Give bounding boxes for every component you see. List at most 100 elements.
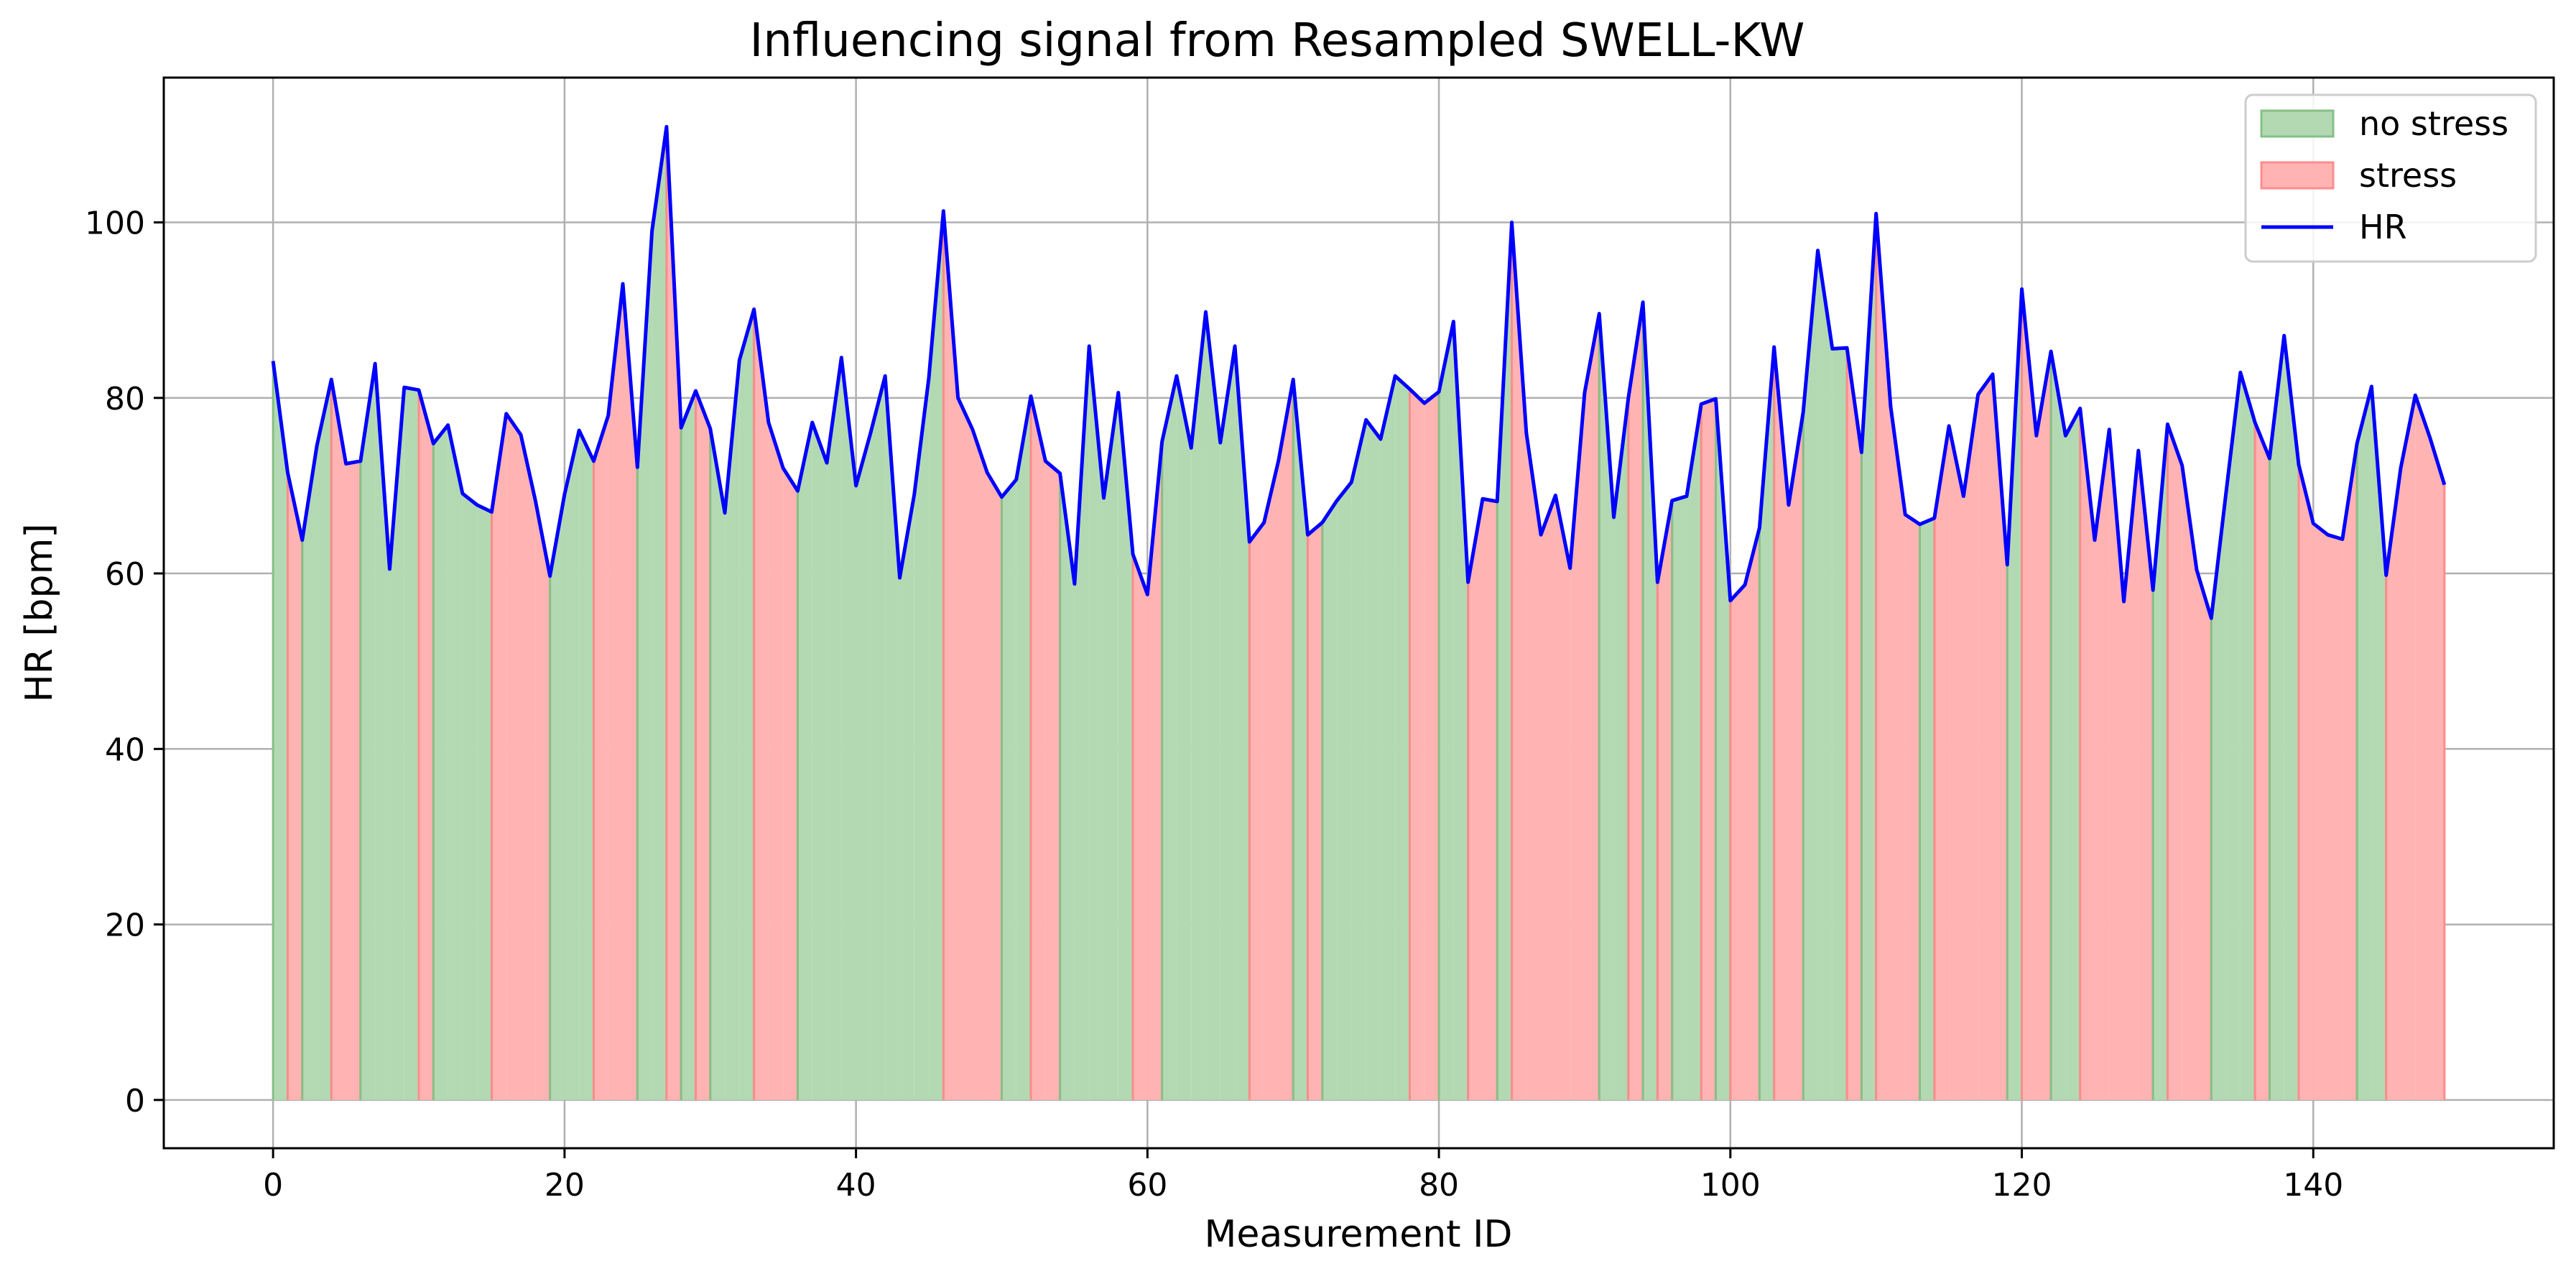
- stress-region: [1890, 406, 1906, 1100]
- axis-ticks: 0 20 40 60 80 100 120 140 0 20 40 60 80 100: [85, 206, 2343, 1204]
- no-stress-region: [841, 357, 856, 1100]
- stress-region: [608, 284, 624, 1100]
- no-stress-region: [856, 433, 871, 1100]
- no-stress-region: [2211, 494, 2226, 1100]
- y-axis-label: HR [bpm]: [18, 523, 61, 702]
- no-stress-region: [1672, 496, 1687, 1100]
- stress-region: [695, 391, 710, 1100]
- stress-region: [2400, 395, 2416, 1100]
- stress-region: [1788, 412, 1804, 1100]
- no-stress-region: [1337, 482, 1352, 1100]
- x-tick-label: 80: [1419, 1167, 1459, 1204]
- stress-region: [1963, 394, 1978, 1100]
- no-stress-region: [273, 361, 288, 1100]
- no-stress-region: [652, 126, 667, 1100]
- stress-region: [2386, 468, 2401, 1100]
- legend: no stress stress HR: [2244, 93, 2537, 263]
- no-stress-region: [812, 422, 828, 1100]
- no-stress-region: [2153, 424, 2168, 1100]
- no-stress-region: [1439, 321, 1454, 1100]
- no-stress-region: [1453, 321, 1468, 1100]
- stress-region: [1541, 495, 1556, 1100]
- legend-label-stress: stress: [2359, 156, 2457, 195]
- stress-region: [958, 397, 973, 1100]
- stress-region: [1424, 392, 1440, 1100]
- no-stress-region: [1060, 473, 1075, 1100]
- no-stress-region: [1919, 518, 1935, 1100]
- x-axis-label: Measurement ID: [1205, 1213, 1513, 1256]
- stress-region: [1978, 374, 1993, 1100]
- no-stress-region: [1089, 346, 1104, 1100]
- no-stress-region: [710, 428, 726, 1100]
- plot-frame: [162, 76, 2555, 1150]
- stress-region: [1307, 522, 1322, 1100]
- stress-region: [491, 413, 506, 1100]
- no-stress-region: [637, 231, 652, 1100]
- stress-region: [1745, 527, 1760, 1100]
- no-stress-region: [899, 494, 914, 1100]
- no-stress-region: [1643, 302, 1658, 1100]
- stress-region: [1992, 374, 2008, 1100]
- stress-region: [1730, 584, 1746, 1100]
- no-stress-region: [302, 445, 318, 1100]
- no-stress-region: [1016, 396, 1032, 1100]
- no-stress-region: [1176, 376, 1192, 1100]
- x-tick-label: 100: [1700, 1167, 1761, 1204]
- stress-region: [1133, 554, 1148, 1100]
- y-tick-label: 60: [105, 556, 145, 593]
- no-stress-region: [1351, 420, 1366, 1100]
- no-stress-region: [1686, 404, 1702, 1100]
- no-stress-region: [462, 493, 478, 1100]
- legend-label-hr: HR: [2359, 208, 2407, 246]
- stress-region: [1949, 425, 1964, 1100]
- stress-region: [1774, 346, 1789, 1100]
- stress-region: [1249, 522, 1264, 1100]
- no-stress-region: [477, 504, 492, 1100]
- stress-region: [1570, 392, 1585, 1100]
- stress-region: [1847, 348, 1862, 1100]
- stress-region: [1905, 514, 1920, 1100]
- no-stress-region: [1103, 392, 1118, 1100]
- no-stress-region: [1220, 346, 1236, 1100]
- y-tick-label: 0: [125, 1083, 145, 1119]
- x-tick-label: 20: [545, 1167, 585, 1204]
- x-tick-label: 40: [836, 1167, 876, 1204]
- y-tick-label: 80: [105, 381, 145, 417]
- no-stress-region: [1613, 397, 1628, 1100]
- no-stress-region: [404, 387, 420, 1100]
- no-stress-region: [375, 364, 390, 1100]
- legend-label-no-stress: no stress: [2359, 104, 2508, 143]
- stress-region: [2342, 443, 2358, 1100]
- no-stress-region: [360, 364, 376, 1100]
- stress-regions: [272, 126, 2446, 1100]
- no-stress-region: [564, 430, 580, 1100]
- no-stress-region: [1817, 250, 1833, 1100]
- stress-region: [521, 435, 536, 1100]
- no-stress-region: [1366, 420, 1381, 1100]
- stress-region: [1147, 441, 1162, 1100]
- stress-region: [535, 500, 550, 1100]
- stress-region: [1876, 213, 1891, 1100]
- stress-region: [2429, 437, 2445, 1100]
- no-stress-region: [579, 430, 594, 1100]
- stress-region: [1526, 433, 1542, 1100]
- no-stress-region: [1380, 376, 1396, 1100]
- stress-region: [331, 379, 346, 1100]
- no-stress-region: [681, 391, 696, 1100]
- no-stress-region: [797, 422, 812, 1100]
- stress-region: [2415, 395, 2430, 1100]
- stress-region: [1934, 425, 1950, 1100]
- stress-region: [1555, 495, 1570, 1100]
- no-stress-region: [1293, 379, 1308, 1100]
- no-stress-region: [914, 377, 930, 1100]
- stress-region: [1482, 499, 1498, 1100]
- stress-region: [768, 422, 784, 1100]
- stress-region: [2196, 570, 2212, 1100]
- no-stress-region: [2357, 386, 2372, 1100]
- stress-region: [783, 468, 798, 1100]
- no-stress-region: [1205, 312, 1220, 1100]
- no-stress-region: [389, 387, 404, 1100]
- no-stress-region: [2269, 336, 2284, 1100]
- no-stress-region: [550, 494, 565, 1100]
